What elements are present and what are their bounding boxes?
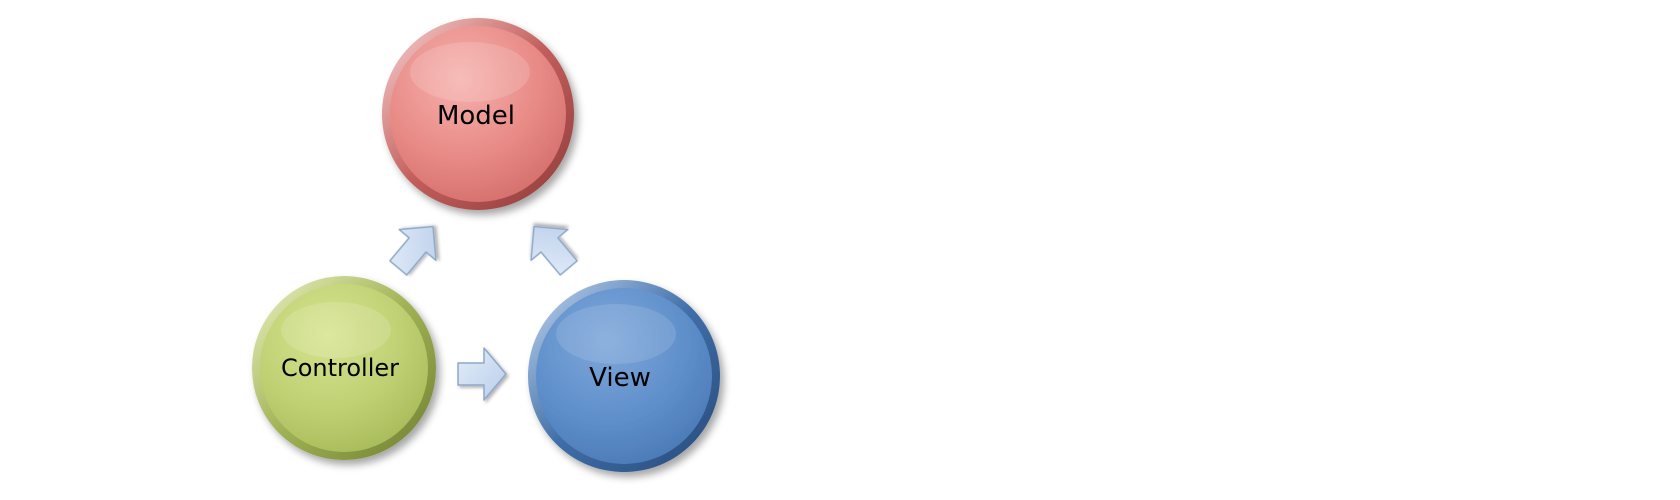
model-label: Model [437,101,515,131]
arrow-controller-to-model [389,225,437,276]
model-node [382,18,574,210]
view-label: View [589,363,651,393]
arrow-controller-to-view [457,347,507,401]
arrow-view-to-model [530,225,578,276]
controller-label: Controller [281,354,399,382]
controller-node [252,276,436,460]
view-node [528,280,720,472]
